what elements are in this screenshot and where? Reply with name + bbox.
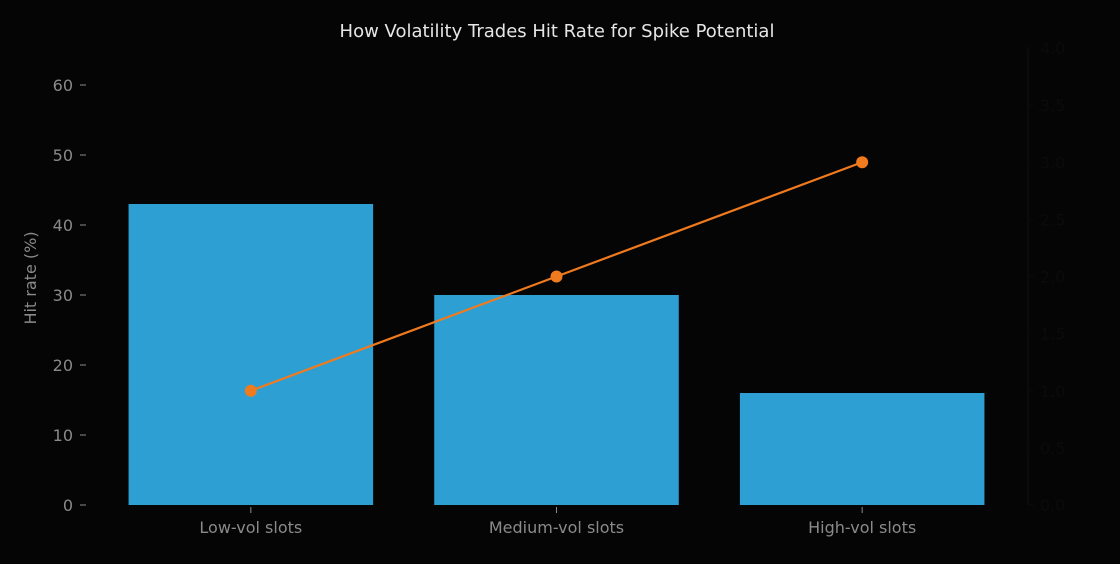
y2-tick-label: 1.0 [1040,382,1065,401]
y2-tick-label: 1.5 [1040,325,1065,344]
y2-tick-label: 4.0 [1040,39,1065,58]
y2-tick-label: 3.5 [1040,96,1065,115]
y2-tick-label: 0.0 [1040,496,1065,515]
x-tick-label: Medium-vol slots [489,518,624,537]
line-point-1 [550,270,563,283]
y-tick-label: 50 [53,146,73,165]
bar-2 [739,393,985,505]
chart-title: How Volatility Trades Hit Rate for Spike… [340,21,775,42]
bar-1 [434,295,679,505]
line-point-2 [856,156,869,169]
y-axis-label: Hit rate (%) [21,231,40,324]
y-tick-label: 0 [63,496,73,515]
x-tick-label: Low-vol slots [199,518,302,537]
y-tick-label: 60 [53,76,73,95]
y2-tick-label: 3.0 [1040,153,1065,172]
y-tick-label: 30 [53,286,73,305]
x-tick-label: High-vol slots [808,518,916,537]
bar-0 [128,204,374,505]
y2-tick-label: 0.5 [1040,439,1065,458]
y-tick-label: 10 [53,426,73,445]
y2-tick-label: 2.5 [1040,210,1065,229]
line-point-0 [244,384,257,397]
y-tick-label: 20 [53,356,73,375]
y2-tick-label: 2.0 [1040,268,1065,287]
y-tick-label: 40 [53,216,73,235]
